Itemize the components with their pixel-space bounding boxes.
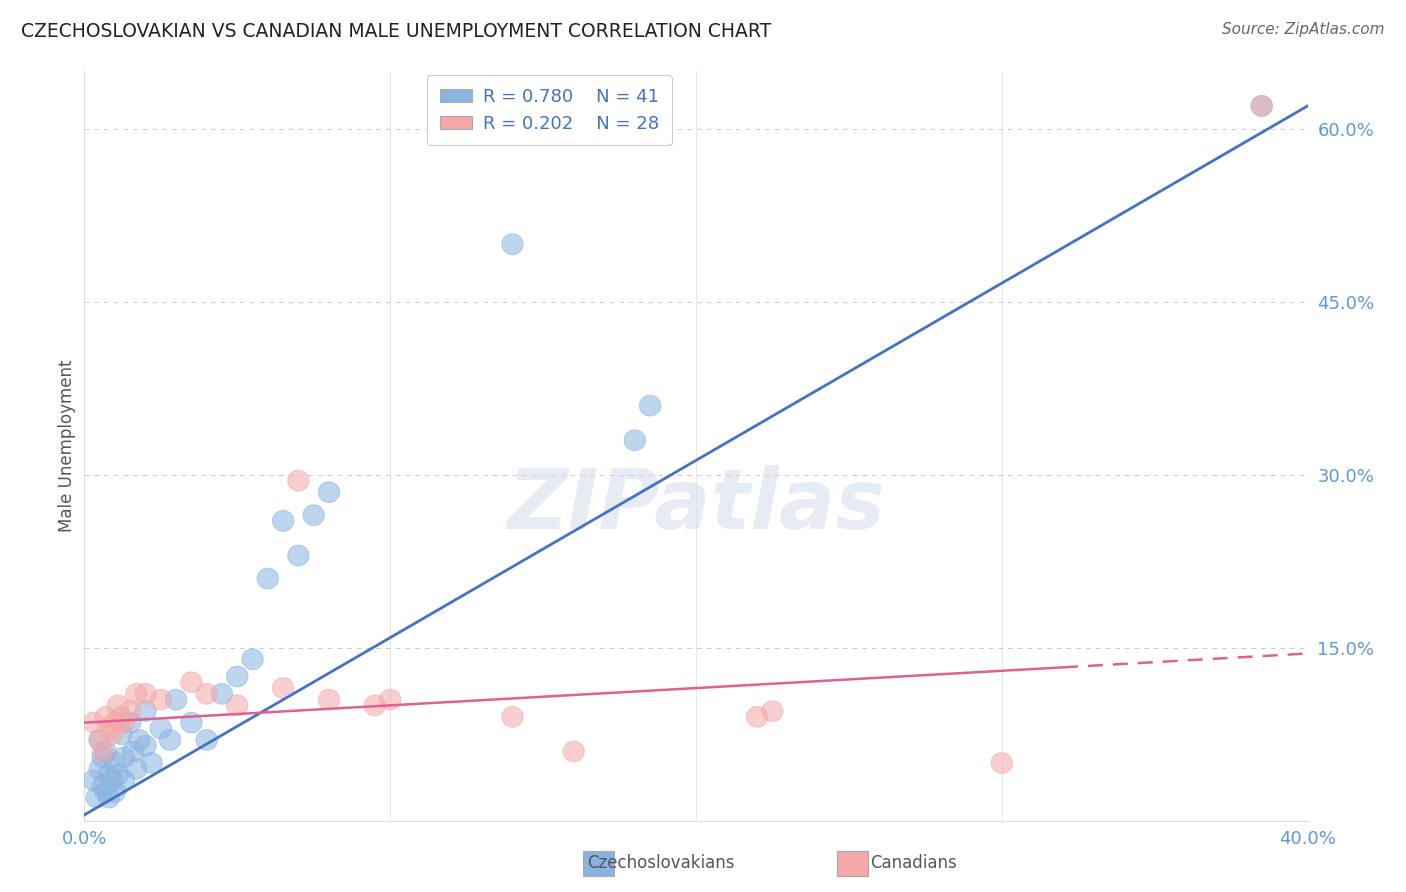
Ellipse shape: [125, 758, 148, 779]
Ellipse shape: [257, 568, 278, 589]
Ellipse shape: [135, 683, 156, 704]
Ellipse shape: [318, 482, 340, 502]
Ellipse shape: [1251, 95, 1272, 116]
Ellipse shape: [122, 741, 143, 762]
Ellipse shape: [166, 690, 187, 710]
Y-axis label: Male Unemployment: Male Unemployment: [58, 359, 76, 533]
Ellipse shape: [104, 713, 125, 733]
Ellipse shape: [98, 788, 120, 808]
Ellipse shape: [502, 706, 523, 727]
Ellipse shape: [762, 701, 783, 722]
Ellipse shape: [304, 505, 325, 525]
Ellipse shape: [181, 713, 202, 733]
Ellipse shape: [114, 747, 135, 768]
Ellipse shape: [226, 695, 247, 715]
Ellipse shape: [502, 234, 523, 254]
Ellipse shape: [107, 764, 129, 785]
Text: CZECHOSLOVAKIAN VS CANADIAN MALE UNEMPLOYMENT CORRELATION CHART: CZECHOSLOVAKIAN VS CANADIAN MALE UNEMPLO…: [21, 22, 772, 41]
Ellipse shape: [107, 695, 129, 715]
Ellipse shape: [242, 648, 263, 670]
Ellipse shape: [135, 735, 156, 756]
Ellipse shape: [159, 730, 181, 750]
Ellipse shape: [562, 741, 585, 762]
Ellipse shape: [129, 730, 150, 750]
Ellipse shape: [150, 690, 172, 710]
Ellipse shape: [96, 781, 117, 802]
Ellipse shape: [104, 753, 125, 773]
Ellipse shape: [125, 683, 148, 704]
Ellipse shape: [288, 470, 309, 491]
Ellipse shape: [624, 430, 645, 450]
Ellipse shape: [110, 706, 132, 727]
Ellipse shape: [364, 695, 385, 715]
Legend: R = 0.780    N = 41, R = 0.202    N = 28: R = 0.780 N = 41, R = 0.202 N = 28: [427, 75, 672, 145]
Ellipse shape: [91, 741, 114, 762]
Ellipse shape: [89, 758, 110, 779]
Ellipse shape: [83, 713, 104, 733]
Ellipse shape: [991, 753, 1012, 773]
Ellipse shape: [98, 764, 120, 785]
Ellipse shape: [101, 723, 122, 745]
Ellipse shape: [96, 706, 117, 727]
Text: ZIPatlas: ZIPatlas: [508, 466, 884, 547]
Ellipse shape: [181, 672, 202, 693]
Ellipse shape: [114, 770, 135, 790]
Ellipse shape: [1251, 95, 1272, 116]
Ellipse shape: [98, 718, 120, 739]
Ellipse shape: [273, 678, 294, 698]
Text: Czechoslovakians: Czechoslovakians: [588, 855, 734, 872]
Ellipse shape: [91, 747, 114, 768]
Ellipse shape: [195, 683, 218, 704]
Ellipse shape: [135, 701, 156, 722]
Ellipse shape: [114, 713, 135, 733]
Ellipse shape: [195, 730, 218, 750]
Ellipse shape: [150, 718, 172, 739]
Ellipse shape: [273, 510, 294, 532]
Ellipse shape: [91, 776, 114, 797]
Ellipse shape: [318, 690, 340, 710]
Ellipse shape: [104, 781, 125, 802]
Ellipse shape: [747, 706, 768, 727]
Ellipse shape: [120, 713, 141, 733]
Ellipse shape: [640, 395, 661, 416]
Ellipse shape: [86, 788, 107, 808]
Ellipse shape: [211, 683, 232, 704]
Ellipse shape: [226, 666, 247, 687]
Ellipse shape: [110, 723, 132, 745]
Ellipse shape: [288, 545, 309, 566]
Ellipse shape: [83, 770, 104, 790]
Ellipse shape: [96, 741, 117, 762]
Ellipse shape: [380, 690, 401, 710]
Ellipse shape: [89, 730, 110, 750]
Ellipse shape: [141, 753, 162, 773]
Ellipse shape: [89, 730, 110, 750]
Ellipse shape: [101, 770, 122, 790]
Ellipse shape: [120, 701, 141, 722]
Text: Source: ZipAtlas.com: Source: ZipAtlas.com: [1222, 22, 1385, 37]
Text: Canadians: Canadians: [870, 855, 957, 872]
